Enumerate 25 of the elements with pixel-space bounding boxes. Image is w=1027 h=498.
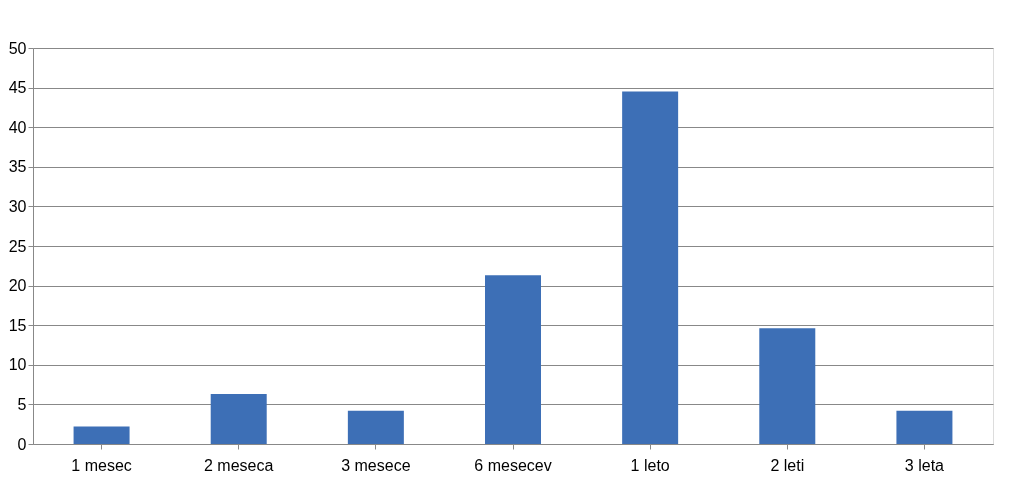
bar (485, 275, 541, 444)
bar (347, 410, 404, 444)
x-tick-label: 1 leto (630, 456, 670, 474)
y-tick-label: 45 (8, 79, 27, 97)
bar (896, 410, 953, 444)
y-tick-label: 0 (17, 435, 27, 453)
x-tick-label: 1 mesec (71, 456, 132, 474)
y-tick-label: 35 (8, 158, 27, 176)
y-tick-label: 30 (8, 197, 27, 215)
bar (759, 328, 816, 444)
x-tick-label: 6 mesecev (474, 456, 552, 474)
y-tick-label: 10 (8, 356, 27, 374)
x-tick-label: 2 leti (770, 456, 805, 474)
bar (622, 91, 679, 444)
x-tick-label: 3 mesece (341, 456, 411, 474)
y-tick-label: 40 (8, 118, 27, 136)
y-tick-label: 50 (8, 39, 27, 57)
y-tick-label: 15 (8, 316, 27, 334)
y-tick-label: 20 (8, 277, 27, 295)
bar (73, 426, 130, 444)
bar (210, 394, 267, 444)
y-tick-label: 25 (8, 237, 27, 255)
x-tick-label: 2 meseca (204, 456, 274, 474)
x-tick-label: 3 leta (904, 456, 945, 474)
y-tick-label: 5 (17, 395, 27, 413)
